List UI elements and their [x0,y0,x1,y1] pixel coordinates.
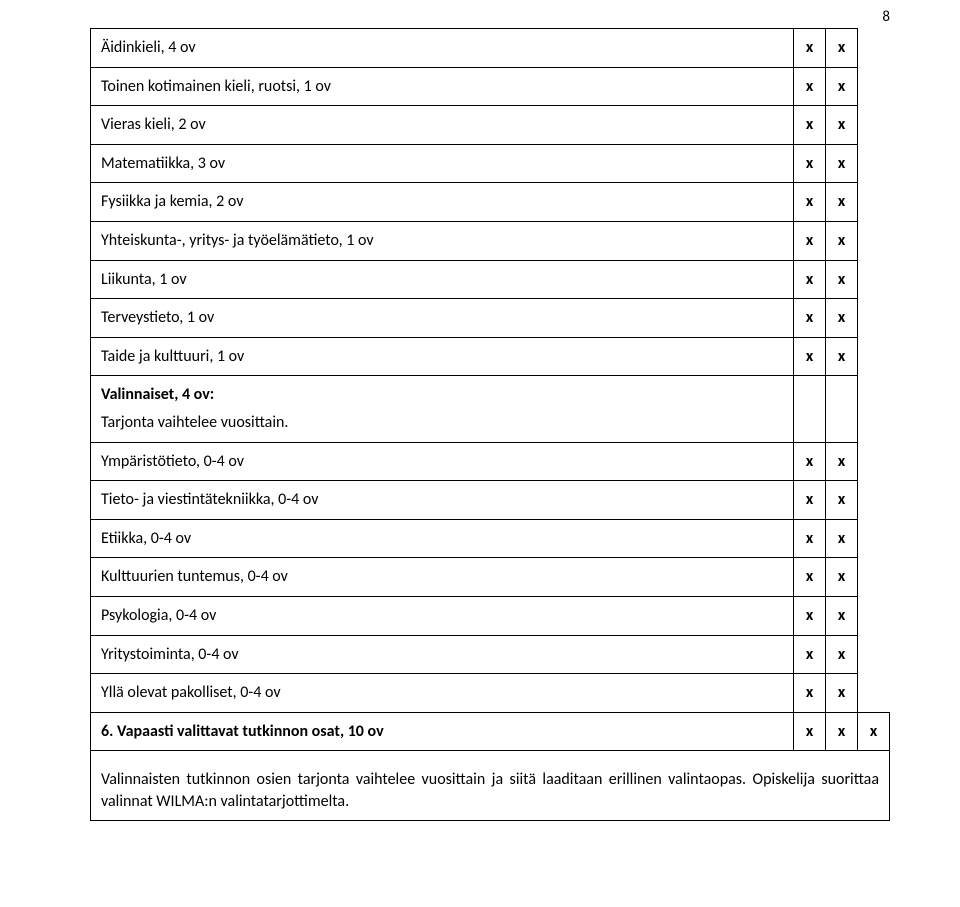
mark-col-1: x [794,481,826,520]
mark-col-2: x [826,481,858,520]
table-row: Matematiikka, 3 ovxx [91,144,890,183]
document-page: 8 Äidinkieli, 4 ovxxToinen kotimainen ki… [0,0,960,907]
row-label: Psykologia, 0-4 ov [91,596,794,635]
mark-col-2: x [826,221,858,260]
row-label: Taide ja kulttuuri, 1 ov [91,337,794,376]
mark-col-2: x [826,67,858,106]
table-row: Valinnaisten tutkinnon osien tarjonta va… [91,751,890,821]
mark-col-3: x [858,712,890,751]
row-label: Fysiikka ja kemia, 2 ov [91,183,794,222]
mark-col-2 [826,376,858,442]
mark-col-2: x [826,144,858,183]
row-label: Yhteiskunta-, yritys- ja työelämätieto, … [91,221,794,260]
mark-col-2: x [826,635,858,674]
row-label: Ympäristötieto, 0-4 ov [91,442,794,481]
row-label: Terveystieto, 1 ov [91,299,794,338]
section6-body: Valinnaisten tutkinnon osien tarjonta va… [101,769,879,812]
row-label: Yllä olevat pakolliset, 0-4 ov [91,674,794,713]
row-label: Etiikka, 0-4 ov [91,519,794,558]
mark-col-2: x [826,596,858,635]
mark-col-2: x [826,674,858,713]
table-row: Yllä olevat pakolliset, 0-4 ovxx [91,674,890,713]
mark-col-1: x [794,442,826,481]
mark-col-1: x [794,635,826,674]
table-row: Valinnaiset, 4 ov: Tarjonta vaihtelee vuo… [91,376,890,442]
mark-col-2: x [826,337,858,376]
mark-col-2: x [826,442,858,481]
mark-col-2: x [826,519,858,558]
page-number: 8 [882,8,890,26]
mark-col-1: x [794,337,826,376]
mark-col-1: x [794,519,826,558]
section6-body-cell: Valinnaisten tutkinnon osien tarjonta va… [91,751,890,821]
table-row: Psykologia, 0-4 ovxx [91,596,890,635]
row-label: Kulttuurien tuntemus, 0-4 ov [91,558,794,597]
mark-col-1: x [794,299,826,338]
valinnaiset-sub: Tarjonta vaihtelee vuosittain. [101,412,783,434]
row-label: Yritystoiminta, 0-4 ov [91,635,794,674]
section6-heading: 6. Vapaasti valittavat tutkinnon osat, 1… [91,712,794,751]
table-row: Toinen kotimainen kieli, ruotsi, 1 ovxx [91,67,890,106]
table-row: 6. Vapaasti valittavat tutkinnon osat, 1… [91,712,890,751]
table-row: Äidinkieli, 4 ovxx [91,29,890,68]
row-label: Vieras kieli, 2 ov [91,106,794,145]
mark-col-1: x [794,183,826,222]
table-row: Taide ja kulttuuri, 1 ovxx [91,337,890,376]
row-label: Äidinkieli, 4 ov [91,29,794,68]
table-row: Kulttuurien tuntemus, 0-4 ovxx [91,558,890,597]
table-row: Ympäristötieto, 0-4 ovxx [91,442,890,481]
mark-col-2: x [826,260,858,299]
mark-col-1: x [794,106,826,145]
valinnaiset-block: Valinnaiset, 4 ov: Tarjonta vaihtelee vuo… [91,376,794,442]
mark-col-1: x [794,712,826,751]
mark-col-2: x [826,558,858,597]
row-label: Matematiikka, 3 ov [91,144,794,183]
row-label: Tieto- ja viestintätekniikka, 0-4 ov [91,481,794,520]
mark-col-1: x [794,596,826,635]
table-row: Yhteiskunta-, yritys- ja työelämätieto, … [91,221,890,260]
mark-col-1: x [794,674,826,713]
section6-title: 6. Vapaasti valittavat tutkinnon osat, 1… [101,722,384,741]
table-row: Liikunta, 1 ovxx [91,260,890,299]
table-row: Vieras kieli, 2 ovxx [91,106,890,145]
mark-col-2: x [826,299,858,338]
mark-col-1: x [794,221,826,260]
table-row: Fysiikka ja kemia, 2 ovxx [91,183,890,222]
table-row: Tieto- ja viestintätekniikka, 0-4 ovxx [91,481,890,520]
table-row: Yritystoiminta, 0-4 ovxx [91,635,890,674]
mark-col-2: x [826,712,858,751]
mark-col-1 [794,376,826,442]
row-label: Liikunta, 1 ov [91,260,794,299]
course-table: Äidinkieli, 4 ovxxToinen kotimainen kiel… [90,28,890,821]
row-label: Toinen kotimainen kieli, ruotsi, 1 ov [91,67,794,106]
mark-col-2: x [826,106,858,145]
mark-col-2: x [826,183,858,222]
mark-col-2: x [826,29,858,68]
mark-col-1: x [794,558,826,597]
valinnaiset-heading: Valinnaiset, 4 ov: [101,384,783,406]
mark-col-1: x [794,260,826,299]
table-row: Terveystieto, 1 ovxx [91,299,890,338]
table-row: Etiikka, 0-4 ovxx [91,519,890,558]
mark-col-1: x [794,29,826,68]
mark-col-1: x [794,67,826,106]
mark-col-1: x [794,144,826,183]
